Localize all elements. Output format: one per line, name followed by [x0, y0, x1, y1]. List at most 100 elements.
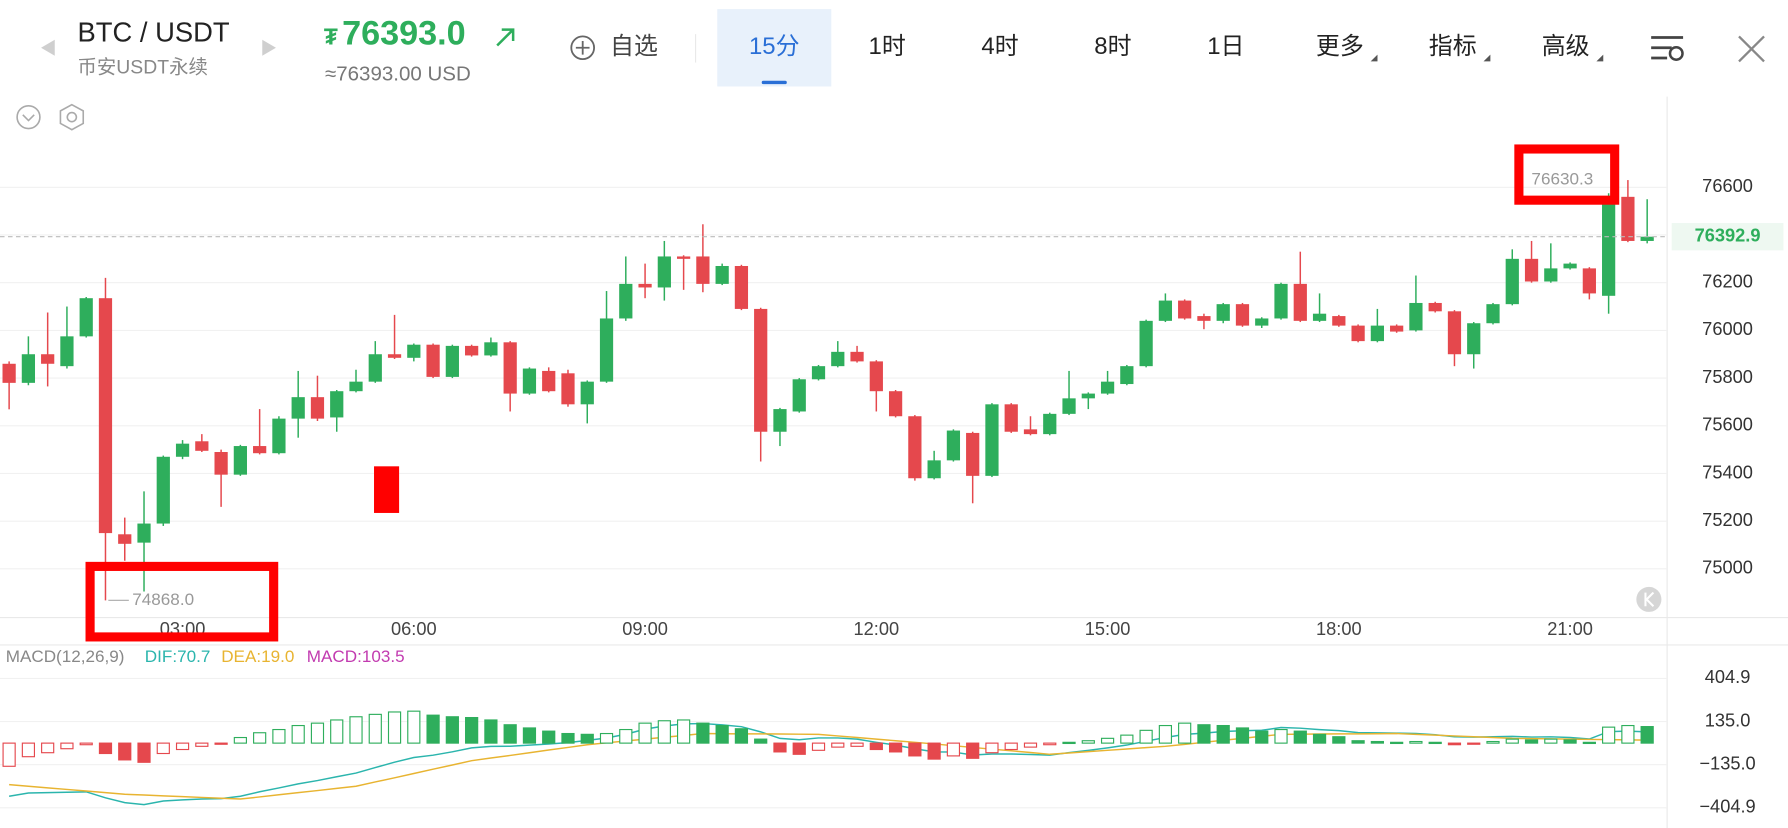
x-tick-label: 21:00	[1547, 619, 1593, 639]
macd-bar	[21, 742, 36, 758]
candle-body	[1582, 268, 1596, 294]
candle-body	[1390, 325, 1404, 332]
watchlist[interactable]: 自选	[610, 33, 658, 60]
tab-active-bg	[717, 9, 832, 87]
macd-bar	[368, 713, 382, 744]
legend-entry: MACD:103.5	[307, 647, 405, 666]
candle-body	[349, 381, 363, 392]
close-icon[interactable]	[1738, 35, 1765, 63]
macd-bar	[1447, 742, 1462, 746]
macd-bar	[1023, 742, 1038, 748]
x-tick-label: 09:00	[622, 619, 668, 639]
settings-icon[interactable]	[1651, 36, 1684, 60]
macd-bar	[233, 736, 247, 744]
macd-bar	[696, 722, 710, 744]
collapse-icon[interactable]	[16, 104, 41, 130]
candle-body	[2, 363, 16, 383]
macd-bar	[253, 732, 267, 744]
min-label: 74868.0	[132, 590, 194, 609]
macd-bar	[657, 720, 671, 744]
macd-bar	[561, 732, 575, 744]
tab[interactable]: 1日	[1207, 33, 1244, 60]
macd-bar	[407, 710, 421, 744]
macd-bar	[1062, 741, 1076, 745]
candle-body	[1447, 311, 1462, 355]
candle-body	[696, 256, 710, 284]
add-icon[interactable]	[570, 35, 596, 61]
candle-body	[657, 256, 671, 288]
macd-bar	[831, 742, 845, 748]
next-arrow[interactable]	[262, 39, 276, 56]
tab[interactable]: 1时	[869, 33, 906, 60]
macd-bar	[754, 738, 768, 744]
candle-body	[503, 342, 517, 394]
candle-body	[253, 446, 267, 454]
tab[interactable]: 15分	[749, 33, 800, 60]
macd-bar	[426, 714, 440, 744]
pair[interactable]: BTC / USDT	[78, 16, 230, 47]
candle-body	[1178, 300, 1192, 319]
candle-body	[1120, 366, 1134, 385]
macd-bar	[1582, 741, 1596, 745]
price: 76393.0	[342, 14, 466, 52]
y-tick-label: 76200	[1702, 272, 1753, 292]
macd-bar	[272, 728, 286, 744]
macd-bar	[465, 716, 479, 744]
macd-bar	[1505, 738, 1519, 744]
macd-bar	[1293, 730, 1307, 744]
highlight-box	[1514, 144, 1620, 205]
scroll-latest[interactable]	[1636, 586, 1662, 612]
tab[interactable]: 高级	[1542, 33, 1590, 60]
candle-body	[1023, 429, 1038, 435]
candle-body	[1544, 268, 1558, 282]
macd-bar	[214, 742, 228, 745]
candle-body	[599, 318, 614, 382]
legend-entry: DEA:19.0	[221, 647, 294, 666]
tab[interactable]: 8时	[1094, 33, 1131, 60]
candle-body	[1409, 302, 1423, 331]
x-tick-label: 18:00	[1316, 619, 1362, 639]
candle-body	[156, 456, 170, 524]
macd-bar	[137, 742, 151, 763]
macd-bar	[330, 719, 344, 744]
candle-body	[1043, 413, 1057, 435]
tab[interactable]: 指标	[1429, 33, 1477, 60]
candle-body	[773, 409, 787, 432]
macd-bar	[1370, 740, 1384, 744]
candle-body	[426, 344, 440, 377]
candle-body	[619, 283, 633, 319]
candle-body	[1351, 325, 1365, 342]
dropdown-marks	[1370, 54, 1604, 62]
y-tick-label: 75200	[1702, 510, 1753, 530]
candle-body	[1524, 258, 1539, 282]
y-tick-label: 404.9	[1705, 667, 1751, 687]
tab[interactable]: 4时	[981, 33, 1018, 60]
candle-body	[1370, 325, 1384, 342]
highlight-mark	[374, 466, 400, 513]
macd-bar	[1100, 737, 1115, 744]
macd-bar	[1139, 729, 1153, 744]
chart-settings-icon[interactable]	[59, 103, 85, 131]
y-tick-label: 75800	[1702, 367, 1753, 387]
macd-bar	[2, 742, 16, 767]
prev-arrow[interactable]	[41, 39, 55, 56]
candle-body	[1255, 318, 1269, 326]
settings-gear	[1668, 45, 1684, 61]
legend-entry: DIF:70.7	[145, 647, 211, 666]
candle-body	[850, 351, 864, 362]
macd-bar	[1351, 740, 1365, 744]
candle-body	[387, 354, 402, 358]
macd-bar	[773, 742, 787, 753]
macd-bar	[1158, 724, 1173, 744]
macd-bar	[1274, 728, 1288, 744]
macd-bar	[1486, 740, 1500, 744]
candle-body	[214, 452, 228, 475]
candle-body	[195, 441, 209, 451]
market: 币安USDT永续	[78, 56, 208, 78]
tab[interactable]: 更多	[1316, 33, 1364, 60]
y-tick-label: 75000	[1702, 558, 1753, 578]
macd-title: MACD(12,26,9)	[6, 647, 125, 666]
candle-body	[754, 308, 768, 432]
macd-bar	[1621, 724, 1635, 744]
